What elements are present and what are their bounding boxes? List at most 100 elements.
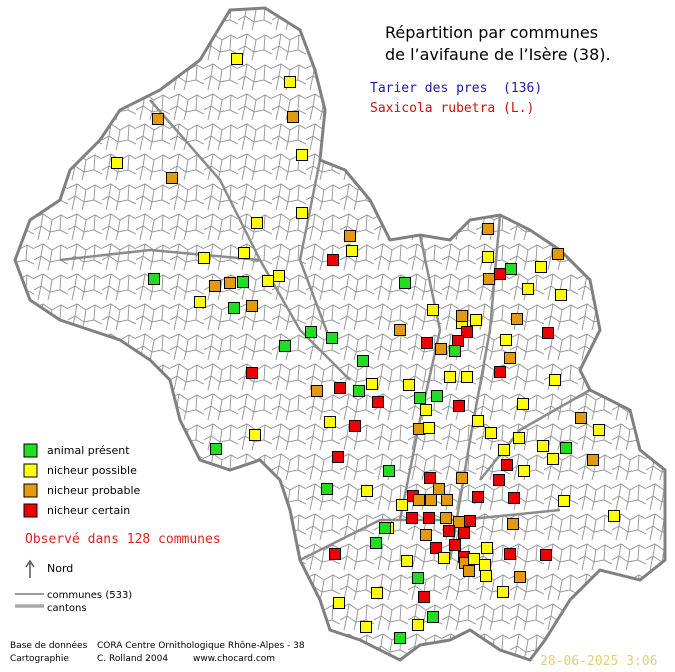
legend-swatch (23, 483, 38, 498)
commune-marker (329, 548, 341, 560)
commune-marker (372, 396, 384, 408)
commune-marker (508, 492, 520, 504)
commune-marker (494, 268, 506, 280)
date: 28-06-2025 3:06 (540, 654, 657, 669)
commune-marker (152, 113, 164, 125)
commune-marker (287, 111, 299, 123)
commune-marker (461, 371, 473, 383)
commune-marker (403, 379, 415, 391)
commune-marker (333, 597, 345, 609)
commune-marker (321, 483, 333, 495)
commune-marker (482, 251, 494, 263)
commune-marker (472, 415, 484, 427)
commune-marker (296, 207, 308, 219)
commune-marker (332, 451, 344, 463)
commune-marker (396, 499, 408, 511)
footer-website: www.chocard.com (193, 654, 275, 664)
commune-marker (394, 324, 406, 336)
commune-marker (224, 277, 236, 289)
legend-label: nicheur possible (47, 464, 137, 477)
commune-marker (357, 355, 369, 367)
commune-marker (453, 400, 465, 412)
commune-marker (504, 548, 516, 560)
commune-marker (237, 276, 249, 288)
commune-marker (517, 398, 529, 410)
commune-marker (511, 313, 523, 325)
commune-marker (593, 424, 605, 436)
footer-label: Cartographie (10, 654, 69, 664)
legend-label: animal présent (47, 444, 130, 457)
commune-marker (166, 172, 178, 184)
commune-marker (423, 512, 435, 524)
communes-label: communes (533) (47, 590, 132, 601)
commune-marker (485, 427, 497, 439)
commune-marker (558, 495, 570, 507)
commune-marker (427, 611, 439, 623)
commune-marker (425, 494, 437, 506)
commune-marker (456, 472, 468, 484)
commune-marker (540, 549, 552, 561)
commune-marker (228, 302, 240, 314)
commune-marker (412, 572, 424, 584)
commune-marker (481, 542, 493, 554)
commune-marker (542, 327, 554, 339)
commune-marker (231, 53, 243, 65)
commune-marker (430, 542, 442, 554)
commune-marker (507, 518, 519, 530)
commune-marker (423, 422, 435, 434)
commune-marker (412, 619, 424, 631)
commune-marker (552, 248, 564, 260)
footer-database: CORA Centre Ornithologique Rhône-Alpes -… (97, 640, 305, 651)
commune-marker (453, 516, 465, 528)
commune-marker (334, 382, 346, 394)
commune-marker (353, 385, 365, 397)
commune-marker (251, 217, 263, 229)
cantons-label: cantons (47, 603, 87, 614)
commune-marker (246, 367, 258, 379)
commune-marker (427, 304, 439, 316)
title: de l’avifaune de l’Isère (38). (385, 45, 611, 64)
commune-marker (238, 247, 250, 259)
commune-marker (443, 525, 455, 537)
commune-marker (456, 310, 468, 322)
title: Répartition par communes (385, 23, 598, 42)
commune-marker (449, 345, 461, 357)
species-scientific-name: Saxicola rubetra (L.) (370, 101, 534, 116)
commune-marker (346, 245, 358, 257)
commune-marker (463, 565, 475, 577)
commune-marker (431, 390, 443, 402)
commune-marker (587, 454, 599, 466)
commune-marker (514, 571, 526, 583)
commune-marker (493, 474, 505, 486)
legend-swatch (23, 463, 38, 478)
commune-marker (461, 326, 473, 338)
commune-marker (560, 442, 572, 454)
commune-marker (296, 149, 308, 161)
commune-marker (470, 314, 482, 326)
commune-marker (433, 483, 445, 495)
commune-marker (575, 412, 587, 424)
commune-marker (608, 510, 620, 522)
commune-marker (349, 420, 361, 432)
legend-swatch (23, 503, 38, 518)
commune-marker (555, 289, 567, 301)
commune-marker (452, 335, 464, 347)
commune-marker (413, 494, 425, 506)
commune-marker (311, 385, 323, 397)
commune-marker (482, 223, 494, 235)
commune-marker (420, 404, 432, 416)
commune-marker (444, 371, 456, 383)
commune-marker (438, 552, 450, 564)
commune-marker (472, 491, 484, 503)
commune-marker (148, 273, 160, 285)
commune-marker (505, 263, 517, 275)
commune-marker (513, 432, 525, 444)
footer-author: C. Rolland 2004 (97, 654, 168, 664)
commune-marker (435, 343, 447, 355)
commune-marker (366, 378, 378, 390)
commune-marker (284, 76, 296, 88)
north-label: Nord (47, 562, 73, 575)
commune-marker (305, 326, 317, 338)
commune-marker (501, 459, 513, 471)
commune-marker (361, 485, 373, 497)
